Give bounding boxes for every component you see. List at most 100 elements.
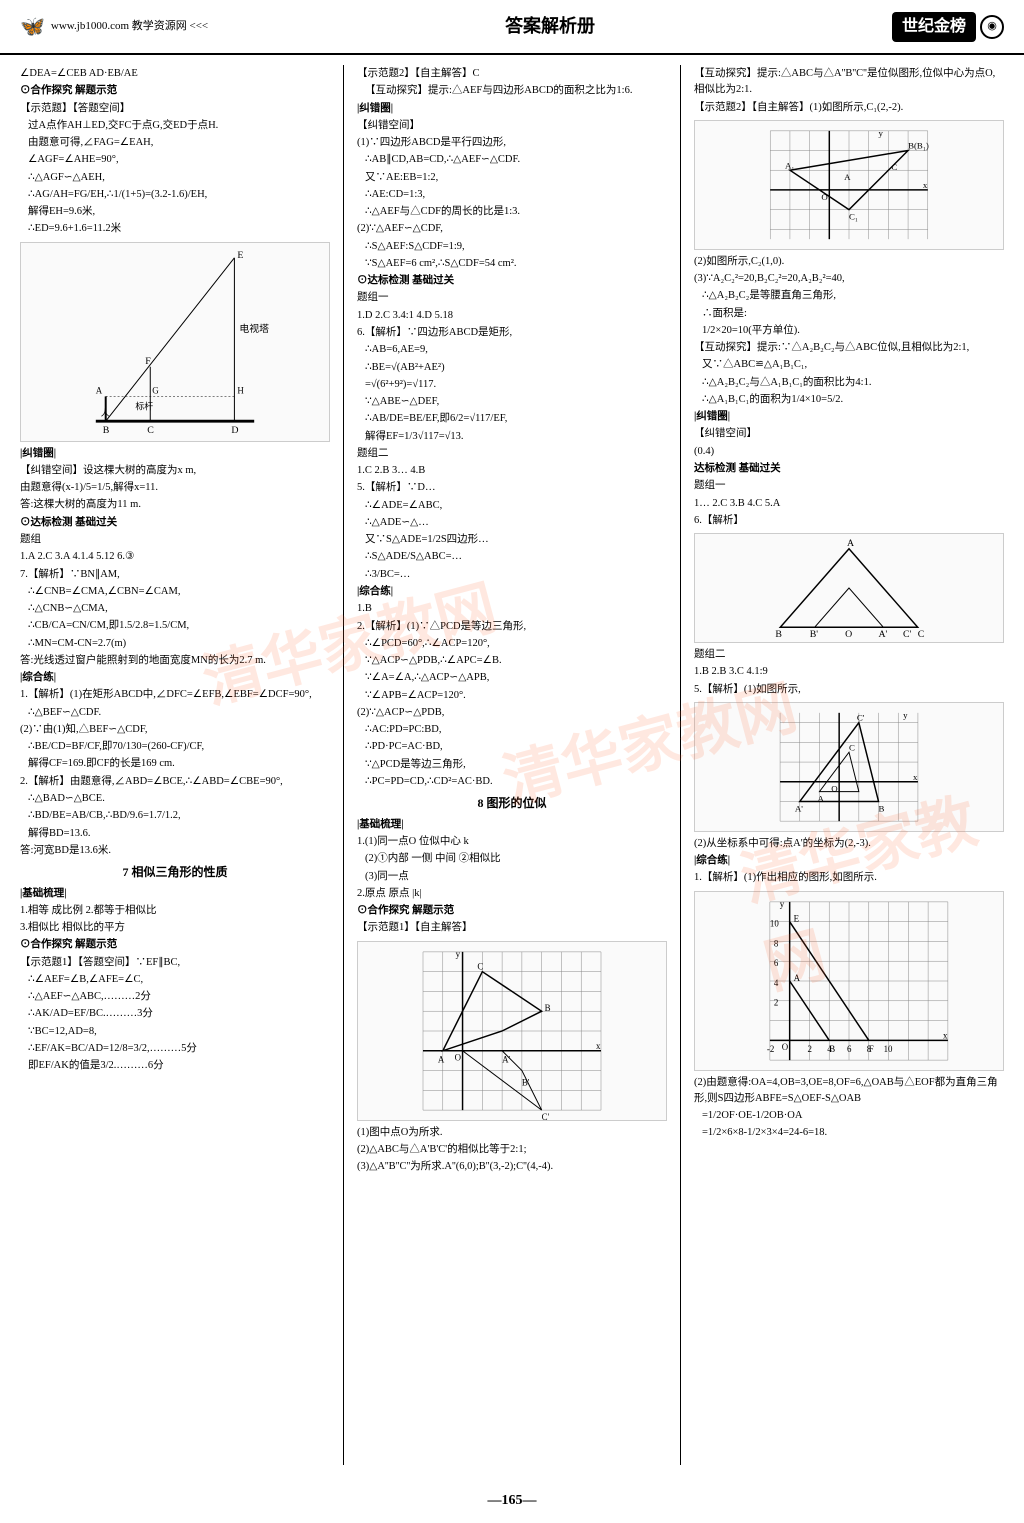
text: 答:河宽BD是13.6米. — [20, 843, 330, 859]
text: ∴BE=√(AB²+AE²) — [357, 360, 667, 376]
text: ∴△AEF与△CDF的周长的比是1:3. — [357, 204, 667, 220]
text: 5.【解析】(1)如图所示, — [694, 682, 1004, 698]
svg-text:B: B — [829, 1044, 835, 1054]
svg-text:2: 2 — [807, 1044, 811, 1054]
svg-text:A₁: A₁ — [785, 160, 795, 170]
text: 【示范题2】【自主解答】C — [357, 66, 667, 82]
svg-text:E: E — [794, 913, 799, 923]
brand-area: 世纪金榜 ◉ — [892, 12, 1004, 42]
text: 2.原点 原点 |k| — [357, 886, 667, 902]
text: =1/2×6×8-1/2×3×4=24-6=18. — [694, 1125, 1004, 1141]
svg-text:O: O — [845, 629, 852, 640]
text: 6.【解析】 — [694, 513, 1004, 529]
text: 【纠错空间】设这棵大树的高度为x m, — [20, 463, 330, 479]
svg-text:G: G — [152, 385, 159, 395]
text: ∴ED=9.6+1.6=11.2米 — [20, 221, 330, 237]
svg-text:y: y — [456, 948, 461, 958]
text: 题组二 — [694, 647, 1004, 663]
text: 【互动探究】提示:△AEF与四边形ABCD的面积之比为1:6. — [357, 83, 667, 99]
text: ∴△AEF∽△ABC,………2分 — [20, 989, 330, 1005]
text: ∴MN=CM-CN=2.7(m) — [20, 636, 330, 652]
text: (2)△ABC与△A'B'C'的相似比等于2:1; — [357, 1142, 667, 1158]
text: ∠DEA=∠CEB AD·EB/AE — [20, 66, 330, 82]
svg-text:y: y — [903, 710, 908, 720]
section-head: ⊙合作探究 解题示范 — [357, 903, 667, 919]
column-divider — [343, 65, 344, 1465]
text: 1.相等 成比例 2.都等于相似比 — [20, 903, 330, 919]
text: 1.C 2.B 3… 4.B — [357, 463, 667, 479]
svg-text:2: 2 — [774, 997, 778, 1007]
brand-logo-icon: ◉ — [980, 15, 1004, 39]
svg-text:H: H — [237, 385, 244, 395]
text: ∴AC:PD=PC:BD, — [357, 722, 667, 738]
svg-text:F: F — [145, 355, 151, 366]
text: (2)∵△ACP∽△PDB, — [357, 705, 667, 721]
text: (2)①内部 一侧 中间 ②相似比 — [357, 851, 667, 867]
svg-text:A': A' — [795, 803, 803, 813]
svg-text:y: y — [879, 128, 884, 138]
text: ∵∠APB=∠ACP=120°. — [357, 688, 667, 704]
text: 【示范题】【答题空间】 — [20, 101, 330, 117]
column-2: 【示范题2】【自主解答】C 【互动探究】提示:△AEF与四边形ABCD的面积之比… — [357, 65, 667, 1465]
header-left: 🦋 www.jb1000.com 教学资源网 <<< — [20, 12, 208, 42]
text: 题组 — [20, 532, 330, 548]
svg-text:标杆: 标杆 — [135, 400, 153, 411]
text: ∴△BAD∽△BCE. — [20, 791, 330, 807]
svg-text:C': C' — [542, 1112, 550, 1120]
text: 【互动探究】提示:∵△A₂B₂C₂与△ABC位似,且相似比为2:1, — [694, 340, 1004, 356]
text: ∴AB=6,AE=9, — [357, 342, 667, 358]
text: 又∵AE:EB=1:2, — [357, 170, 667, 186]
svg-text:C: C — [849, 742, 855, 752]
svg-text:y: y — [780, 898, 785, 908]
text: ∴S△ADE/S△ABC=… — [357, 549, 667, 565]
text: 1.D 2.C 3.4:1 4.D 5.18 — [357, 308, 667, 324]
text: (3)△A''B''C''为所求.A''(6,0);B''(3,-2);C''(… — [357, 1159, 667, 1175]
text: 6.【解析】∵四边形ABCD是矩形, — [357, 325, 667, 341]
svg-text:10: 10 — [884, 1044, 893, 1054]
column-divider — [680, 65, 681, 1465]
svg-text:C: C — [918, 629, 925, 640]
svg-text:A: A — [847, 538, 854, 549]
column-1: ∠DEA=∠CEB AD·EB/AE ⊙合作探究 解题示范 【示范题】【答题空间… — [20, 65, 330, 1465]
svg-text:B': B' — [522, 1077, 530, 1087]
text: 又∵△ABC≌△A₁B₁C₁, — [694, 357, 1004, 373]
text: ∴3/BC=… — [357, 567, 667, 583]
text: 3.相似比 相似比的平方 — [20, 920, 330, 936]
text: (1)∵四边形ABCD是平行四边形, — [357, 135, 667, 151]
svg-text:x: x — [923, 180, 928, 190]
text: (2)由题意得:OA=4,OB=3,OE=8,OF=6,△OAB与△EOF都为直… — [694, 1075, 1004, 1108]
text: ∵△ACP∽△PDB,∴∠APC=∠B. — [357, 653, 667, 669]
svg-text:B: B — [103, 425, 110, 436]
text: 【示范题1】【答题空间】∵EF∥BC, — [20, 955, 330, 971]
svg-text:C: C — [891, 162, 897, 172]
section-head: |综合练| — [694, 853, 1004, 869]
svg-text:C: C — [477, 961, 483, 971]
svg-text:4: 4 — [774, 978, 779, 988]
svg-text:D: D — [231, 425, 238, 436]
section-head: |纠错圈| — [357, 101, 667, 117]
text: ∴BD/BE=AB/CB,∴BD/9.6=1.7/1.2, — [20, 808, 330, 824]
text: ∵△ABE∽△DEF, — [357, 394, 667, 410]
svg-text:C: C — [147, 425, 154, 436]
text: 1… 2.C 3.B 4.C 5.A — [694, 496, 1004, 512]
svg-text:A: A — [438, 1054, 445, 1064]
brand-text: 世纪金榜 — [892, 12, 976, 42]
text: ∴S△AEF:S△CDF=1:9, — [357, 239, 667, 255]
text: 2.【解析】(1)∵△PCD是等边三角形, — [357, 619, 667, 635]
text: ∴∠ADE=∠ABC, — [357, 498, 667, 514]
svg-text:B': B' — [810, 629, 819, 640]
svg-text:O: O — [782, 1042, 789, 1052]
section-head: ⊙合作探究 解题示范 — [20, 937, 330, 953]
text: (0.4) — [694, 444, 1004, 460]
text: ∴△A₂B₂C₂与△A₁B₁C₁的面积比为4:1. — [694, 375, 1004, 391]
text: 5.【解析】∵D… — [357, 480, 667, 496]
text: 解得CF=169.即CF的长是169 cm. — [20, 756, 330, 772]
text: 1.【解析】(1)作出相应的图形,如图所示. — [694, 870, 1004, 886]
coordinate-grid-4: y x O 10 8 6 4 2 -2 2 4 6 8 10 E A B F — [694, 891, 1004, 1071]
svg-text:x: x — [596, 1040, 601, 1050]
svg-text:B: B — [879, 803, 885, 813]
text: 由题意得(x-1)/5=1/5,解得x=11. — [20, 480, 330, 496]
text: ∴AB∥CD,AB=CD,∴△AEF∽△CDF. — [357, 152, 667, 168]
svg-text:A: A — [817, 793, 824, 803]
text: ∵∠A=∠A,∴△ACP∽△APB, — [357, 670, 667, 686]
